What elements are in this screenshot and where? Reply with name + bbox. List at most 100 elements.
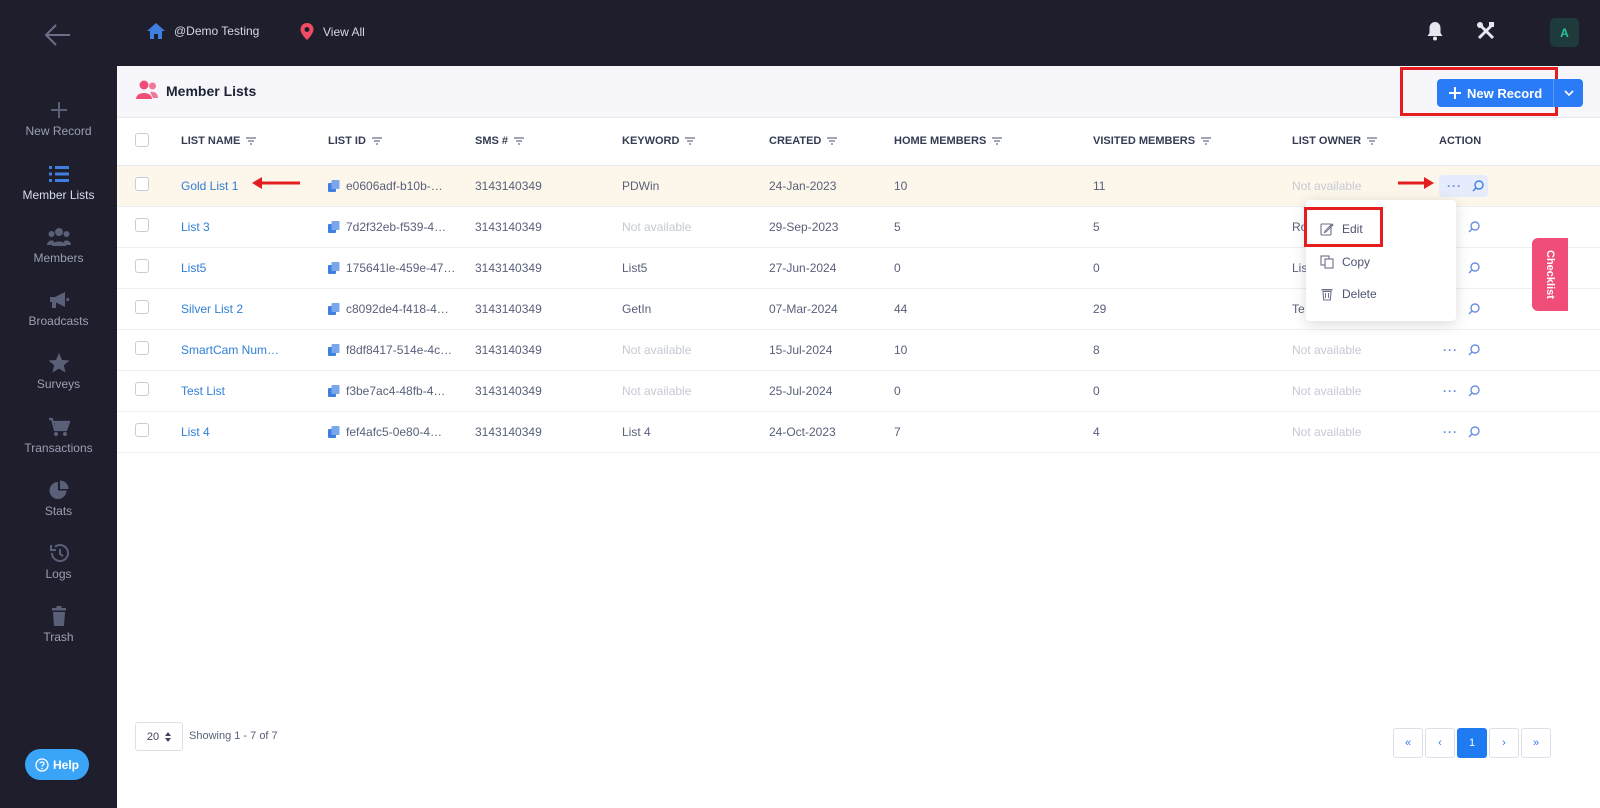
annotation-arrow-right bbox=[1398, 177, 1434, 189]
menu-item-delete[interactable]: Delete bbox=[1320, 287, 1377, 301]
filter-icon[interactable] bbox=[685, 137, 696, 145]
sidebar-item-transactions[interactable]: Transactions bbox=[0, 417, 117, 455]
menu-item-copy[interactable]: Copy bbox=[1320, 255, 1370, 269]
sidebar-item-label: Member Lists bbox=[22, 188, 95, 202]
copy-id-icon[interactable] bbox=[328, 221, 340, 234]
search-icon[interactable] bbox=[1472, 180, 1484, 192]
sidebar-item-logs[interactable]: Logs bbox=[0, 543, 117, 581]
notifications-button[interactable] bbox=[1426, 21, 1444, 46]
new-record-button[interactable]: New Record bbox=[1437, 79, 1583, 107]
sidebar-item-label: Members bbox=[33, 251, 84, 265]
help-button[interactable]: Help bbox=[25, 749, 89, 780]
filter-icon[interactable] bbox=[246, 137, 257, 145]
column-header-sms[interactable]: SMS # bbox=[475, 118, 622, 166]
member-lists-table: LIST NAME LIST ID SMS # KEYWORD CREATED … bbox=[117, 118, 1600, 453]
tools-button[interactable] bbox=[1476, 21, 1496, 46]
select-all-checkbox[interactable] bbox=[135, 132, 149, 147]
column-header-list-name[interactable]: LIST NAME bbox=[181, 118, 328, 166]
page-1-button[interactable]: 1 bbox=[1457, 728, 1487, 758]
sidebar-item-trash[interactable]: Trash bbox=[0, 606, 117, 644]
list-name-link[interactable]: List5 bbox=[181, 260, 207, 275]
created-date: 29-Sep-2023 bbox=[769, 206, 894, 248]
first-page-button[interactable]: « bbox=[1393, 728, 1423, 758]
sidebar-item-surveys[interactable]: Surveys bbox=[0, 353, 117, 391]
copy-id-icon[interactable] bbox=[328, 303, 340, 316]
column-header-keyword[interactable]: KEYWORD bbox=[622, 118, 769, 166]
list-name-link[interactable]: List 3 bbox=[181, 219, 210, 234]
list-name-link[interactable]: Silver List 2 bbox=[181, 301, 244, 316]
back-button[interactable] bbox=[40, 20, 76, 50]
sms-number: 3143140349 bbox=[475, 206, 622, 248]
edit-label: Edit bbox=[1342, 222, 1363, 236]
list-name-link[interactable]: List 4 bbox=[181, 424, 210, 439]
list-owner: Not available bbox=[1292, 165, 1439, 207]
filter-icon[interactable] bbox=[827, 137, 838, 145]
page-size-select[interactable]: 20 bbox=[135, 722, 183, 751]
edit-icon bbox=[1320, 223, 1334, 236]
main-content: Member Lists New Record LIST NAME LIST I… bbox=[117, 66, 1600, 808]
delete-label: Delete bbox=[1342, 287, 1377, 301]
list-name-link[interactable]: SmartCam Num… bbox=[181, 342, 280, 357]
list-name-link[interactable]: Test List bbox=[181, 383, 226, 398]
row-checkbox[interactable] bbox=[135, 423, 149, 437]
checklist-tab[interactable]: Checklist bbox=[1532, 238, 1568, 311]
list-name-link[interactable]: Gold List 1 bbox=[181, 178, 239, 193]
filter-icon[interactable] bbox=[992, 137, 1003, 145]
copy-id-icon[interactable] bbox=[328, 262, 340, 275]
next-page-button[interactable]: › bbox=[1489, 728, 1519, 758]
column-header-created[interactable]: CREATED bbox=[769, 118, 894, 166]
row-checkbox[interactable] bbox=[135, 218, 149, 232]
column-header-list-id[interactable]: LIST ID bbox=[328, 118, 475, 166]
copy-id-icon[interactable] bbox=[328, 426, 340, 439]
list-icon bbox=[48, 166, 69, 182]
org-link[interactable]: @Demo Testing bbox=[146, 22, 259, 40]
sidebar-item-new-record[interactable]: New Record bbox=[0, 100, 117, 138]
search-icon[interactable] bbox=[1468, 426, 1480, 438]
cart-icon bbox=[48, 417, 70, 436]
page-header: Member Lists New Record bbox=[117, 66, 1600, 118]
last-page-button[interactable]: » bbox=[1521, 728, 1551, 758]
visited-members: 0 bbox=[1093, 370, 1292, 412]
list-id: c8092de4-f418-4… bbox=[346, 301, 449, 316]
more-dots-icon[interactable]: ··· bbox=[1443, 383, 1458, 398]
avatar[interactable]: A bbox=[1550, 18, 1579, 47]
new-record-label: New Record bbox=[1467, 85, 1543, 101]
trash-icon bbox=[1321, 289, 1333, 301]
list-id: e0606adf-b10b-… bbox=[346, 178, 443, 193]
row-checkbox[interactable] bbox=[135, 259, 149, 273]
column-header-home-members[interactable]: HOME MEMBERS bbox=[894, 118, 1093, 166]
row-checkbox[interactable] bbox=[135, 177, 149, 191]
filter-icon[interactable] bbox=[514, 137, 525, 145]
search-icon[interactable] bbox=[1468, 344, 1480, 356]
prev-page-button[interactable]: ‹ bbox=[1425, 728, 1455, 758]
more-dots-icon[interactable]: ··· bbox=[1443, 424, 1458, 439]
filter-icon[interactable] bbox=[1367, 137, 1378, 145]
location-link[interactable]: View All bbox=[299, 22, 365, 41]
sidebar-item-member-lists[interactable]: Member Lists bbox=[0, 164, 117, 202]
search-icon[interactable] bbox=[1468, 262, 1480, 274]
row-checkbox[interactable] bbox=[135, 300, 149, 314]
row-actions-button[interactable]: ··· bbox=[1439, 174, 1488, 197]
copy-id-icon[interactable] bbox=[328, 385, 340, 398]
more-dots-icon[interactable]: ··· bbox=[1443, 342, 1458, 357]
sidebar-item-broadcasts[interactable]: Broadcasts bbox=[0, 290, 117, 328]
menu-item-edit[interactable]: Edit bbox=[1320, 222, 1363, 236]
row-checkbox[interactable] bbox=[135, 341, 149, 355]
search-icon[interactable] bbox=[1468, 385, 1480, 397]
keyword: PDWin bbox=[622, 165, 769, 207]
home-members: 10 bbox=[894, 165, 1093, 207]
copy-id-icon[interactable] bbox=[328, 180, 340, 193]
search-icon[interactable] bbox=[1468, 221, 1480, 233]
row-checkbox[interactable] bbox=[135, 382, 149, 396]
column-header-visited-members[interactable]: VISITED MEMBERS bbox=[1093, 118, 1292, 166]
search-icon[interactable] bbox=[1468, 303, 1480, 315]
copy-id-icon[interactable] bbox=[328, 344, 340, 357]
sidebar-item-members[interactable]: Members bbox=[0, 227, 117, 265]
sidebar-item-stats[interactable]: Stats bbox=[0, 480, 117, 518]
sidebar-item-label: Surveys bbox=[36, 377, 81, 391]
filter-icon[interactable] bbox=[1201, 137, 1212, 145]
column-header-list-owner[interactable]: LIST OWNER bbox=[1292, 118, 1439, 166]
sidebar-item-label: Trash bbox=[43, 630, 74, 644]
new-record-dropdown-toggle[interactable] bbox=[1553, 79, 1583, 107]
filter-icon[interactable] bbox=[371, 137, 382, 145]
